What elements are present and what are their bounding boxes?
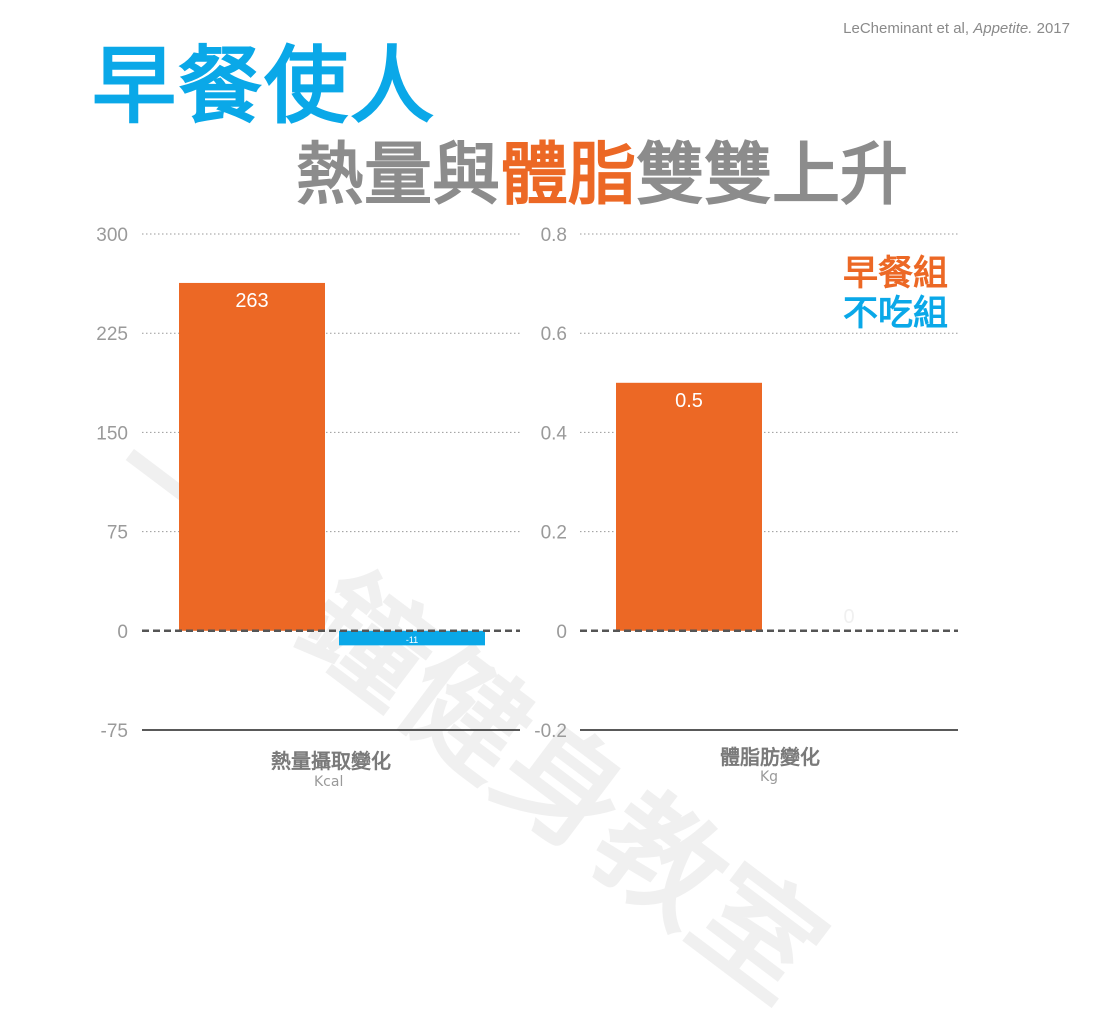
chart1-data-label: -11	[406, 635, 418, 645]
charts-svg: 300225150750-75263-11熱量攝取變化0.80.60.40.20…	[96, 225, 958, 773]
chart1-ytick-label: 225	[96, 324, 128, 345]
citation-journal: Appetite.	[973, 20, 1033, 37]
chart1-bar-no-breakfast	[339, 630, 485, 646]
chart1-ytick-label: 300	[96, 225, 128, 246]
chart2-unit: Kg	[760, 769, 779, 785]
title-sub-highlight: 體脂	[500, 136, 637, 215]
chart2-xlabel: 體脂肪變化	[720, 745, 820, 769]
chart1-unit: Kcal	[314, 774, 344, 790]
citation: LeCheminant et al, Appetite. 2017	[843, 20, 1070, 37]
title-sub-post: 雙雙上升	[636, 136, 909, 215]
chart1-data-label: 263	[235, 290, 268, 312]
chart1-ytick-label: 0	[117, 622, 128, 643]
chart1: 300 225 150 75 0 -75 263 -11 熱量攝取變化	[96, 225, 520, 773]
chart1-ytick-label: 75	[107, 523, 128, 544]
citation-authors: LeCheminant et al,	[843, 20, 970, 37]
chart2-ytick-label: 0.4	[541, 423, 568, 444]
chart2-ytick-label: 0.8	[541, 225, 567, 246]
chart2-bar-breakfast	[616, 382, 762, 631]
chart2-ytick-label: 0.6	[541, 324, 567, 345]
chart1-xlabel: 熱量攝取變化	[271, 749, 391, 773]
title-main: 早餐使人	[92, 37, 437, 135]
chart2-data-label: 0	[843, 606, 854, 628]
title-sub-pre: 熱量與	[296, 136, 501, 215]
chart2-data-label: 0.5	[675, 390, 703, 412]
citation-year: 2017	[1036, 20, 1070, 37]
chart1-ytick-label: 150	[96, 423, 128, 444]
chart2-ytick-label: 0	[556, 622, 567, 643]
legend: 早餐組 不吃組	[843, 254, 948, 334]
chart2: 0.8 0.6 0.4 0.2 0 -0.2 0.5 0 體脂肪變化	[534, 225, 958, 769]
chart1-ytick-label: -75	[101, 721, 128, 742]
legend-breakfast: 早餐組	[842, 254, 948, 294]
title-sub: 熱量與體脂雙雙上升	[296, 142, 908, 210]
chart2-ytick-label: 0.2	[541, 523, 567, 544]
legend-no-breakfast: 不吃組	[842, 294, 948, 334]
chart2-ytick-label: -0.2	[534, 721, 567, 742]
chart1-bar-breakfast	[179, 282, 325, 631]
